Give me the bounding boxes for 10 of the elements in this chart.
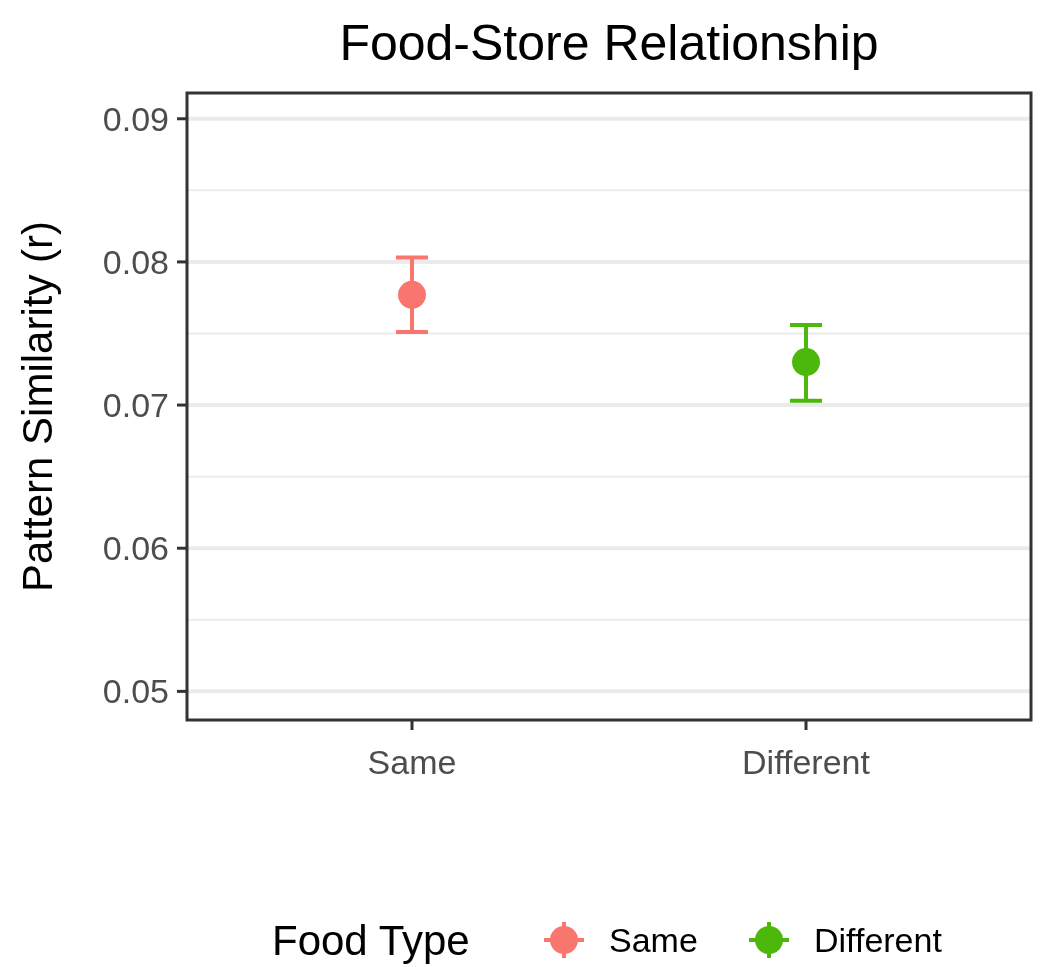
y-tick-label: 0.09 <box>102 99 169 138</box>
y-tick-label: 0.07 <box>102 385 169 424</box>
y-tick-label: 0.06 <box>102 529 169 568</box>
legend-label: Same <box>609 920 698 959</box>
legend-title: Food Type <box>272 916 470 964</box>
y-tick-label: 0.08 <box>102 242 169 281</box>
y-tick-label: 0.05 <box>102 672 169 711</box>
chart-title: Food-Store Relationship <box>339 15 879 71</box>
y-axis-title: Pattern Similarity (r) <box>14 220 61 593</box>
legend-label: Different <box>814 920 943 959</box>
